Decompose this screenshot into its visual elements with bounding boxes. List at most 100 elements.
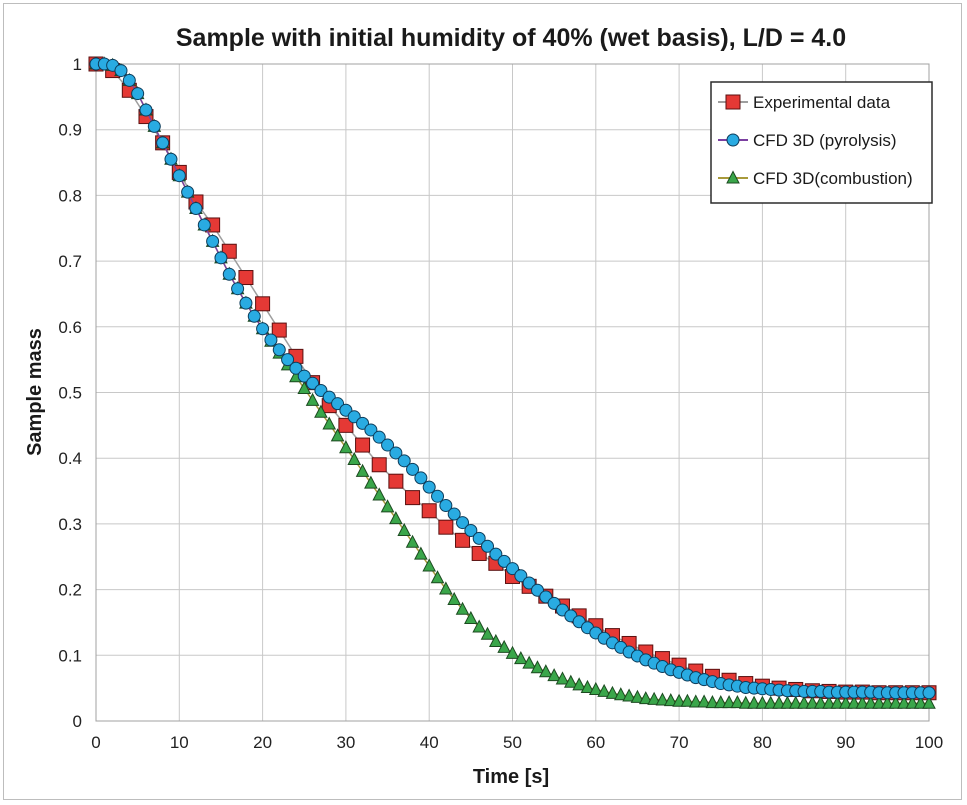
plot-area-border <box>95 63 930 722</box>
y-tick-label: 1 <box>73 55 82 74</box>
data-point-triangle <box>805 695 820 709</box>
data-point-circle <box>122 73 136 87</box>
data-point-triangle <box>497 639 511 653</box>
x-tick-label: 90 <box>836 733 855 752</box>
x-tick-labels: 0 10 20 30 40 50 60 70 80 90 100 <box>91 733 943 752</box>
data-point-circle <box>406 462 420 476</box>
data-point-triangle <box>364 475 378 489</box>
data-point-triangle <box>572 677 586 691</box>
x-tick-label: 20 <box>253 733 272 752</box>
data-point-triangle <box>697 694 711 708</box>
legend-item-square: Experimental data <box>718 93 891 112</box>
data-point-triangle <box>305 392 320 406</box>
data-point-circle <box>181 185 195 199</box>
data-point-triangle <box>847 695 861 709</box>
data-point-triangle <box>455 601 470 615</box>
data-point-triangle <box>372 487 387 501</box>
data-point-circle <box>464 523 478 537</box>
data-point-triangle <box>705 695 720 709</box>
data-point-triangle <box>505 645 520 659</box>
data-point-triangle <box>439 581 453 595</box>
data-point-triangle <box>580 679 595 693</box>
x-tick-label: 30 <box>336 733 355 752</box>
data-point-triangle <box>738 695 753 709</box>
data-point-triangle <box>430 570 445 584</box>
data-point-circle <box>389 446 403 460</box>
data-point-square <box>371 457 387 473</box>
data-point-circle <box>306 376 320 390</box>
data-point-circle <box>197 218 211 232</box>
data-point-triangle <box>330 428 345 442</box>
legend-marker-circle <box>726 133 740 147</box>
data-point-circle <box>256 322 270 336</box>
data-point-triangle <box>730 695 745 709</box>
data-point-triangle <box>622 688 636 702</box>
x-tick-label: 80 <box>753 733 772 752</box>
data-point-circle <box>131 87 145 101</box>
data-point-circle <box>431 489 445 503</box>
data-point-triangle <box>547 668 561 682</box>
legend-item-circle: CFD 3D (pyrolysis) <box>718 131 897 150</box>
data-point-circle <box>214 251 228 265</box>
data-point-circle <box>289 361 303 375</box>
legend-marker-square <box>725 94 741 110</box>
data-point-triangle <box>763 695 778 709</box>
series-layer <box>88 56 937 709</box>
data-point-triangle <box>688 694 703 708</box>
data-point-circle <box>456 516 470 530</box>
data-point-triangle <box>663 693 678 707</box>
data-point-circle <box>172 169 186 183</box>
data-point-circle <box>231 282 245 296</box>
data-point-triangle <box>588 681 603 695</box>
y-tick-label: 0.7 <box>58 252 82 271</box>
data-point-triangle <box>655 692 670 706</box>
y-tick-labels: 0 0.1 0.2 0.3 0.4 0.5 0.6 0.7 0.8 0.9 1 <box>58 55 82 731</box>
legend-label-triangle: CFD 3D(combustion) <box>753 169 913 188</box>
data-point-circle <box>372 430 386 444</box>
data-point-triangle <box>888 695 903 709</box>
data-point-triangle <box>747 695 761 709</box>
y-tick-label: 0.4 <box>58 449 82 468</box>
data-point-triangle <box>355 463 370 477</box>
data-point-triangle <box>480 626 495 640</box>
data-point-triangle <box>822 695 836 709</box>
y-tick-label: 0.5 <box>58 384 82 403</box>
data-point-circle <box>489 547 503 561</box>
data-point-triangle <box>447 591 462 605</box>
data-point-square <box>271 322 287 338</box>
data-point-triangle <box>638 691 653 705</box>
data-point-triangle <box>647 691 661 705</box>
y-tick-label: 0.2 <box>58 581 82 600</box>
y-tick-label: 0 <box>73 712 82 731</box>
data-point-square <box>421 503 437 519</box>
data-point-circle <box>922 686 936 700</box>
data-point-square <box>405 490 421 506</box>
data-point-triangle <box>788 695 803 709</box>
data-point-circle <box>281 353 295 367</box>
data-point-circle <box>447 507 461 521</box>
data-point-triangle <box>813 695 828 709</box>
data-point-circle <box>522 576 536 590</box>
data-point-triangle <box>863 695 878 709</box>
data-point-circle <box>222 267 236 281</box>
data-point-circle <box>147 119 161 133</box>
data-point-circle <box>364 423 378 437</box>
series-circle <box>89 57 936 700</box>
data-point-triangle <box>522 655 536 669</box>
data-point-triangle <box>380 499 395 513</box>
data-point-triangle <box>713 695 728 709</box>
x-tick-label: 50 <box>503 733 522 752</box>
data-point-square <box>438 519 454 535</box>
data-point-square <box>388 473 404 489</box>
data-point-triangle <box>489 633 503 648</box>
data-point-circle <box>156 136 170 150</box>
data-point-circle <box>381 438 395 452</box>
data-point-triangle <box>772 695 786 709</box>
data-point-triangle <box>722 695 736 709</box>
data-point-circle <box>514 569 528 583</box>
y-tick-label: 0.3 <box>58 515 82 534</box>
data-point-triangle <box>630 689 645 703</box>
data-point-triangle <box>555 671 570 685</box>
data-point-square <box>338 417 354 433</box>
x-tick-label: 100 <box>915 733 943 752</box>
